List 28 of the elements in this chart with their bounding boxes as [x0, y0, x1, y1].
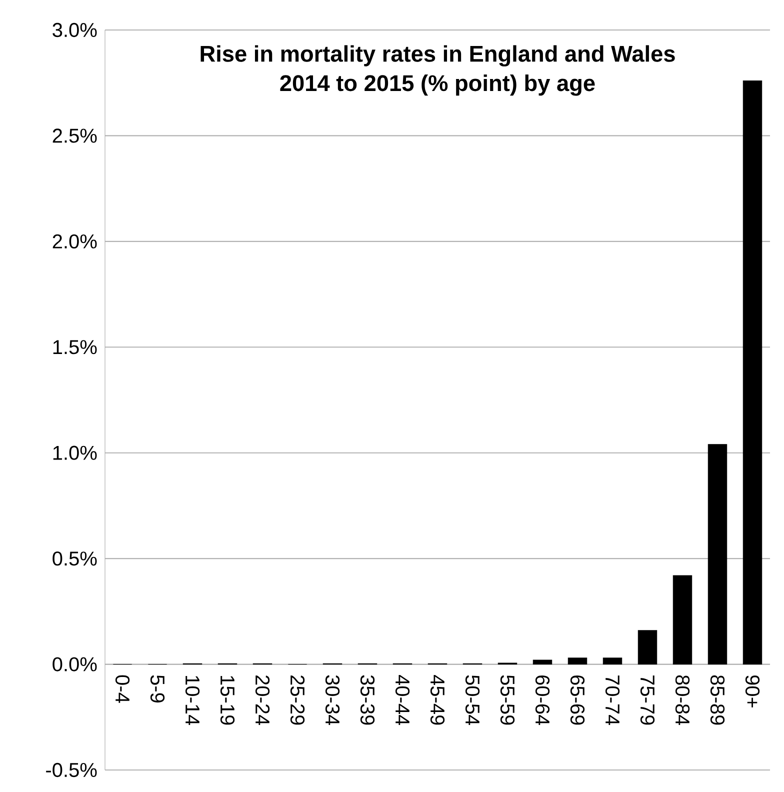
x-tick-label: 0-4: [115, 675, 130, 703]
x-tick-label: 70-74: [605, 676, 620, 726]
x-tick-label: 85-89: [710, 675, 725, 725]
x-tick-label: 5-9: [150, 675, 165, 702]
x-tick-label: 30-34: [325, 675, 340, 726]
x-tick-label: 65-69: [570, 676, 585, 725]
x-tick-label: 50-54: [465, 675, 480, 726]
x-tick-label: 25-29: [290, 676, 305, 725]
y-tick-label: 0.5%: [52, 551, 97, 566]
x-tick-label: 15-19: [220, 676, 235, 725]
x-tick-label: 45-49: [430, 674, 445, 725]
y-tick-label: 0.0%: [52, 657, 97, 672]
x-tick-label: 60-64: [535, 676, 550, 726]
x-tick-label: 35-39: [360, 675, 375, 725]
y-tick-label: 1.0%: [53, 446, 97, 460]
x-tick-label: 40-44: [395, 674, 410, 726]
x-tick-label: 55-59: [500, 675, 515, 725]
x-tick-label: 75-79: [640, 676, 655, 725]
y-tick-label: 2.5%: [52, 128, 97, 143]
y-tick-label: -0.5%: [46, 762, 97, 778]
x-tick-label: 80-84: [675, 675, 690, 726]
x-tick-label: 90+: [745, 675, 760, 708]
x-tick-label: 20-24: [255, 676, 270, 726]
y-tick-label: 1.5%: [53, 340, 97, 354]
text: Rise in mortality rates in England and Wales 2014 to 2015 (% point) by age: [200, 45, 675, 96]
y-tick-label: 2.0%: [52, 234, 97, 248]
x-tick-label: 10-14: [185, 676, 200, 726]
y-tick-label: 3.0%: [52, 22, 97, 38]
